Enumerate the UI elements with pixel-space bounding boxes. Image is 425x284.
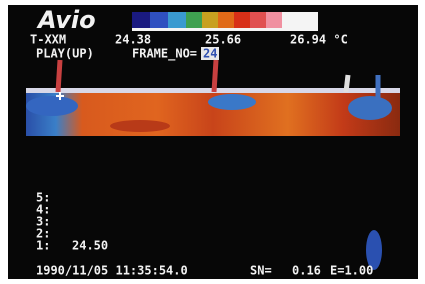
mode: T-XXM <box>30 33 66 47</box>
scale-max: 26.94 °C <box>290 33 348 47</box>
logo: Avio <box>36 6 96 34</box>
color-scale <box>132 12 318 31</box>
scale-mid: 25.66 <box>205 33 241 47</box>
slot-label: 1: <box>36 239 50 253</box>
emissivity: E=1.00 <box>330 264 373 278</box>
sn-label: SN= <box>250 264 272 278</box>
frame-label: FRAME_NO= <box>132 47 197 62</box>
frame-number: 24 <box>203 47 217 61</box>
sn-value: 0.16 <box>292 264 321 278</box>
slot-list: 5:4:3:2:1: <box>36 191 50 253</box>
scale-min: 24.38 <box>115 33 151 47</box>
page: Avio T-XXM 24.38 25.66 26.94 °C PLAY(UP)… <box>0 0 425 284</box>
slot-value: 24.50 <box>72 239 108 253</box>
playback: PLAY(UP) <box>36 47 94 61</box>
datetime: 1990/11/05 11:35:54.0 <box>36 264 188 278</box>
thermal-screen: Avio T-XXM 24.38 25.66 26.94 °C PLAY(UP)… <box>0 0 425 284</box>
